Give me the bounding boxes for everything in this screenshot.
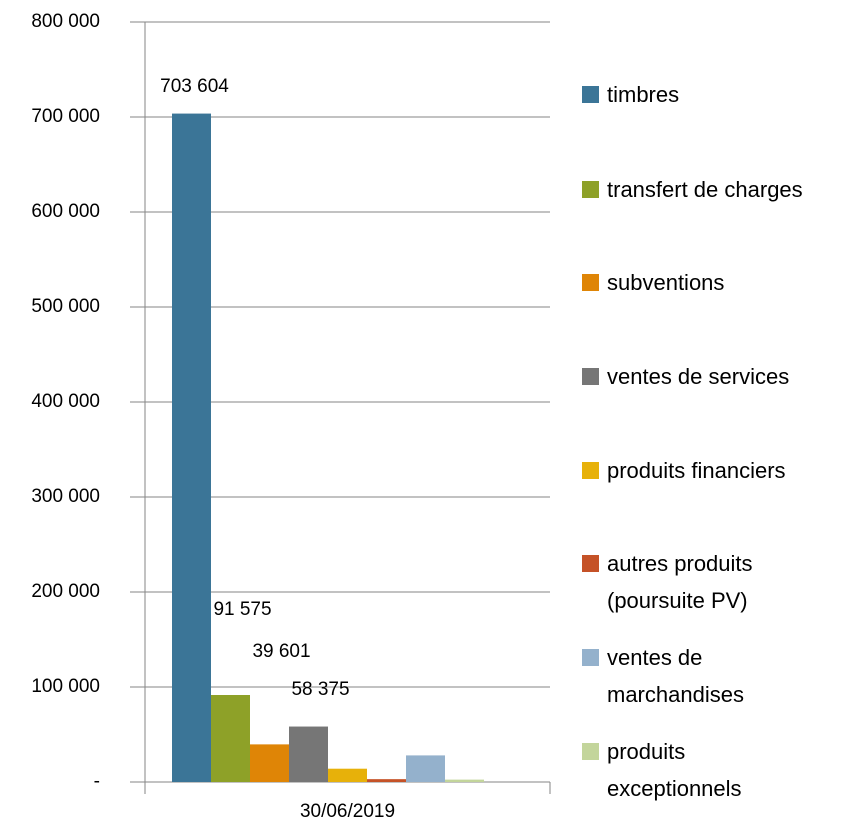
legend-entry: ventes de services — [580, 358, 810, 395]
legend-swatch — [582, 181, 599, 198]
legend-entry: produits exceptionnels — [580, 733, 810, 807]
y-tick-label: 100 000 — [31, 676, 100, 697]
legend-swatch — [582, 743, 599, 760]
legend-label: produits financiers — [607, 458, 786, 483]
legend-entry: autres produits (poursuite PV) — [580, 545, 810, 619]
bar — [328, 768, 367, 782]
y-tick-label: 600 000 — [31, 201, 100, 222]
legend-swatch — [582, 274, 599, 291]
legend-entry: timbres — [580, 76, 810, 113]
y-tick-label: 300 000 — [31, 486, 100, 507]
y-tick-label: 800 000 — [31, 11, 100, 32]
legend-entry: subventions — [580, 264, 810, 301]
data-label: 58 375 — [291, 679, 349, 700]
y-tick-label: - — [94, 771, 100, 792]
bar — [289, 726, 328, 782]
y-tick-label: 500 000 — [31, 296, 100, 317]
legend-swatch — [582, 86, 599, 103]
y-tick-label: 200 000 — [31, 581, 100, 602]
bar — [172, 113, 211, 783]
y-tick-label: 700 000 — [31, 106, 100, 127]
data-label: 703 604 — [160, 76, 229, 97]
legend-swatch — [582, 555, 599, 572]
bar — [367, 779, 406, 782]
legend-label: produits exceptionnels — [607, 739, 742, 801]
legend-swatch — [582, 462, 599, 479]
legend-entry: produits financiers — [580, 452, 810, 489]
bar — [406, 755, 445, 782]
legend-label: ventes de services — [607, 364, 790, 389]
bar — [445, 779, 484, 782]
legend-label: subventions — [607, 270, 725, 295]
legend-entry: transfert de charges — [580, 171, 810, 208]
x-tick-label: 30/06/2019 — [300, 801, 395, 822]
data-label: 91 575 — [213, 599, 271, 620]
legend-label: timbres — [607, 82, 680, 107]
bar — [250, 744, 289, 782]
bar — [211, 695, 250, 782]
legend-swatch — [582, 368, 599, 385]
legend-swatch — [582, 649, 599, 666]
legend-entry: ventes de marchandises — [580, 639, 810, 713]
legend-label: ventes de marchandises — [607, 645, 744, 707]
y-tick-label: 400 000 — [31, 391, 100, 412]
legend-label: transfert de charges — [607, 177, 803, 202]
data-label: 39 601 — [252, 641, 310, 662]
legend-label: autres produits (poursuite PV) — [607, 551, 753, 613]
